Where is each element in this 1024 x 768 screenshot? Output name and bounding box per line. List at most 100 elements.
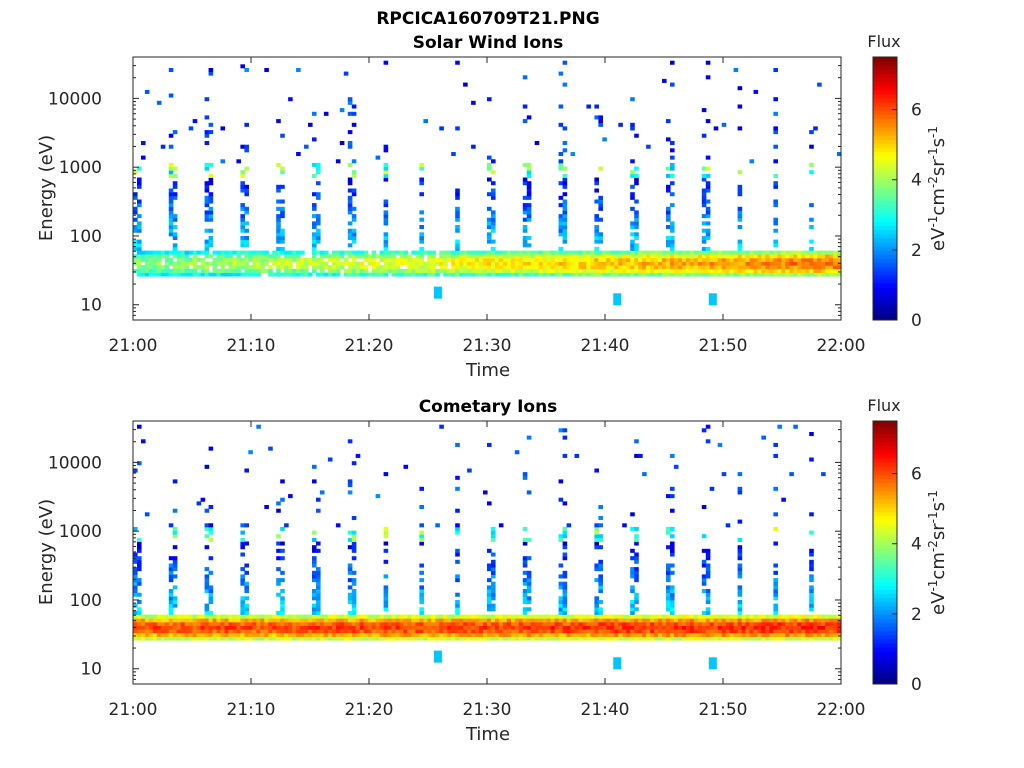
heatmap-cell bbox=[264, 625, 269, 630]
heatmap-cell bbox=[467, 621, 472, 626]
colorbar-segment bbox=[873, 135, 897, 140]
heatmap-cell bbox=[518, 265, 524, 270]
heatmap-cell bbox=[419, 570, 424, 575]
heatmap-cell bbox=[495, 621, 500, 626]
heatmap-cell bbox=[455, 188, 460, 193]
heatmap-cell bbox=[666, 137, 671, 142]
heatmap-cell bbox=[701, 188, 707, 193]
heatmap-cell bbox=[168, 567, 174, 572]
heatmap-cell bbox=[729, 261, 735, 266]
heatmap-cell bbox=[614, 261, 619, 266]
heatmap-cell bbox=[160, 272, 166, 277]
heatmap-cell bbox=[168, 268, 174, 273]
heatmap-cell bbox=[705, 155, 711, 160]
heatmap-cell bbox=[419, 254, 424, 259]
heatmap-cell bbox=[634, 621, 639, 626]
heatmap-cell bbox=[232, 621, 237, 626]
heatmap-cell bbox=[598, 545, 603, 550]
heatmap-cell bbox=[312, 603, 317, 608]
heatmap-cell bbox=[721, 625, 727, 630]
heatmap-cell bbox=[455, 600, 460, 605]
heatmap-cell bbox=[312, 559, 317, 564]
heatmap-cell bbox=[133, 246, 138, 251]
heatmap-cell bbox=[137, 537, 142, 542]
heatmap-cell bbox=[137, 221, 142, 226]
heatmap-cell bbox=[431, 618, 436, 623]
heatmap-cell bbox=[407, 636, 412, 641]
heatmap-cell bbox=[375, 261, 381, 266]
heatmap-cell bbox=[411, 618, 416, 623]
heatmap-cell bbox=[495, 250, 500, 255]
heatmap-cell bbox=[666, 210, 671, 215]
heatmap-cell bbox=[638, 614, 643, 619]
heatmap-cell bbox=[427, 636, 432, 641]
heatmap-cell bbox=[435, 625, 440, 630]
heatmap-cell bbox=[721, 618, 727, 623]
heatmap-cell bbox=[737, 472, 743, 477]
heatmap-cell bbox=[558, 152, 564, 157]
heatmap-cell bbox=[487, 225, 492, 230]
heatmap-cell bbox=[586, 632, 591, 637]
heatmap-cell bbox=[789, 618, 794, 623]
heatmap-cell bbox=[224, 272, 230, 277]
heatmap-cell bbox=[264, 268, 269, 273]
heatmap-cell bbox=[172, 130, 178, 135]
heatmap-cell bbox=[156, 621, 162, 626]
heatmap-cell bbox=[383, 603, 389, 608]
heatmap-cell bbox=[172, 603, 178, 608]
heatmap-cell bbox=[188, 257, 194, 262]
heatmap-cell bbox=[813, 261, 818, 266]
heatmap-cell bbox=[272, 632, 277, 637]
heatmap-cell bbox=[526, 574, 532, 579]
heatmap-cell bbox=[427, 621, 432, 626]
heatmap-cell bbox=[626, 268, 631, 273]
heatmap-cell bbox=[626, 629, 631, 634]
heatmap-cell bbox=[208, 68, 214, 73]
heatmap-cell bbox=[638, 250, 643, 255]
heatmap-cell bbox=[705, 625, 711, 630]
heatmap-cell bbox=[670, 228, 675, 233]
heatmap-cell bbox=[383, 589, 389, 594]
heatmap-cell bbox=[459, 272, 464, 277]
heatmap-cell bbox=[685, 272, 691, 277]
heatmap-cell bbox=[821, 472, 826, 477]
heatmap-cell bbox=[196, 625, 202, 630]
heatmap-cell bbox=[630, 195, 635, 200]
heatmap-cell bbox=[304, 618, 309, 623]
heatmap-cell bbox=[304, 625, 309, 630]
heatmap-cell bbox=[634, 636, 639, 641]
heatmap-cell bbox=[327, 457, 333, 462]
heatmap-cell bbox=[323, 632, 329, 637]
heatmap-cell bbox=[522, 261, 528, 266]
heatmap-cell bbox=[351, 578, 357, 583]
heatmap-cell bbox=[208, 181, 214, 186]
heatmap-cell bbox=[574, 254, 580, 259]
heatmap-cell bbox=[642, 272, 647, 277]
heatmap-cell bbox=[717, 265, 723, 270]
heatmap-cell bbox=[673, 621, 679, 626]
heatmap-cell bbox=[761, 254, 766, 259]
heatmap-cell bbox=[391, 265, 397, 270]
heatmap-cell bbox=[383, 173, 389, 178]
heatmap-cell bbox=[180, 250, 186, 255]
heatmap-cell bbox=[487, 636, 492, 641]
heatmap-cell bbox=[737, 490, 743, 495]
heatmap-cell bbox=[570, 629, 576, 634]
heatmap-cell bbox=[363, 621, 369, 626]
heatmap-cell bbox=[331, 257, 337, 262]
heatmap-cell bbox=[650, 250, 655, 255]
heatmap-cell bbox=[168, 614, 174, 619]
heatmap-cell bbox=[160, 254, 166, 259]
heatmap-cell bbox=[220, 254, 226, 259]
heatmap-cell bbox=[339, 618, 345, 623]
heatmap-cell bbox=[670, 545, 675, 550]
heatmap-cell bbox=[749, 629, 755, 634]
heatmap-cell bbox=[455, 618, 460, 623]
heatmap-cell bbox=[256, 636, 261, 641]
heatmap-cell bbox=[467, 250, 472, 255]
heatmap-cell bbox=[502, 265, 508, 270]
heatmap-cell bbox=[284, 625, 289, 630]
heatmap-cell bbox=[260, 625, 265, 630]
heatmap-cell bbox=[487, 261, 492, 266]
heatmap-cell bbox=[495, 272, 500, 277]
